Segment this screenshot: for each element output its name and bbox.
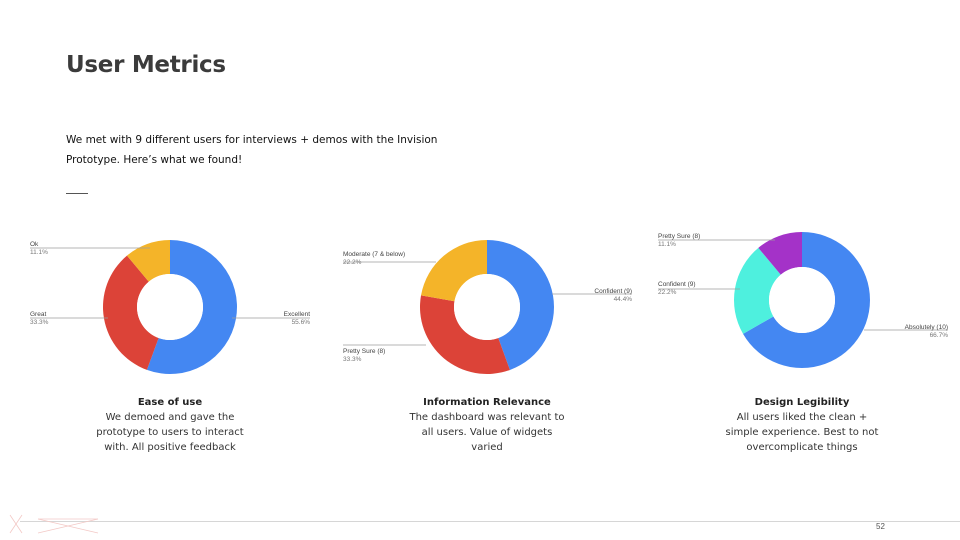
slice-label: Pretty Sure (8) (658, 233, 700, 240)
slice-label: Great (30, 311, 46, 318)
slice-label: Pretty Sure (8) (343, 348, 385, 355)
donut-slice-absolutely-10 (743, 232, 870, 368)
donut-slice-moderate-7-below (421, 240, 487, 302)
intro-line-1: We met with 9 different users for interv… (66, 134, 438, 146)
caption-design-legibility: Design Legibility All users liked the cl… (702, 395, 902, 455)
caption-line: overcomplicate things (746, 442, 858, 453)
caption-title: Ease of use (137, 397, 203, 408)
slice-label: Confident (9) (658, 281, 696, 288)
caption-line: with. All positive feedback (104, 442, 236, 453)
slice-percent-label: 44.4% (614, 296, 633, 303)
slice-percent-label: 33.3% (30, 319, 49, 326)
title-divider (66, 193, 88, 194)
intro-text: We met with 9 different users for interv… (66, 130, 446, 170)
donut-slice-confident-9 (487, 240, 554, 370)
slice-percent-label: 22.2% (343, 259, 362, 266)
slice-label: Ok (30, 241, 39, 248)
donut-hole (454, 274, 520, 340)
slice-percent-label: 66.7% (930, 332, 949, 339)
donut-slice-ok (126, 240, 170, 282)
footer-divider (20, 521, 960, 522)
caption-line: varied (471, 442, 503, 453)
slice-percent-label: 55.6% (292, 319, 311, 326)
corner-decoration-icon (9, 514, 99, 534)
page-number: 52 (876, 522, 885, 531)
caption-line: all users. Value of widgets (421, 427, 553, 438)
slice-percent-label: 11.1% (658, 241, 676, 248)
donut-slice-confident-9 (733, 247, 781, 334)
caption-line: simple experience. Best to not (725, 427, 879, 438)
caption-line: We demoed and gave the (105, 412, 235, 423)
caption-line: The dashboard was relevant to (409, 412, 565, 423)
donut-slice-excellent (146, 240, 237, 374)
caption-title: Information Relevance (423, 397, 551, 408)
slice-percent-label: 33.3% (343, 356, 362, 363)
caption-line: All users liked the clean + (736, 412, 868, 423)
caption-title: Design Legibility (754, 397, 850, 408)
intro-line-2: Prototype. Here’s what we found! (66, 154, 243, 166)
slice-label: Excellent (284, 311, 311, 318)
slice-label: Confident (9) (594, 288, 632, 295)
donut-hole (769, 267, 835, 333)
slice-percent-label: 22.2% (658, 289, 677, 296)
slice-label: Moderate (7 & below) (343, 251, 405, 258)
caption-ease-of-use: Ease of use We demoed and gave the proto… (70, 395, 270, 455)
slice-percent-label: 11.1% (30, 249, 48, 256)
donut-hole (137, 274, 203, 340)
caption-information-relevance: Information Relevance The dashboard was … (387, 395, 587, 455)
donut-slice-great (102, 255, 159, 370)
slide-title: User Metrics (66, 52, 226, 78)
caption-line: prototype to users to interact (96, 427, 244, 438)
donut-slice-pretty-sure-8 (758, 232, 802, 275)
donut-slice-pretty-sure-8 (420, 295, 510, 374)
slice-label: Absolutely (10) (905, 324, 948, 331)
